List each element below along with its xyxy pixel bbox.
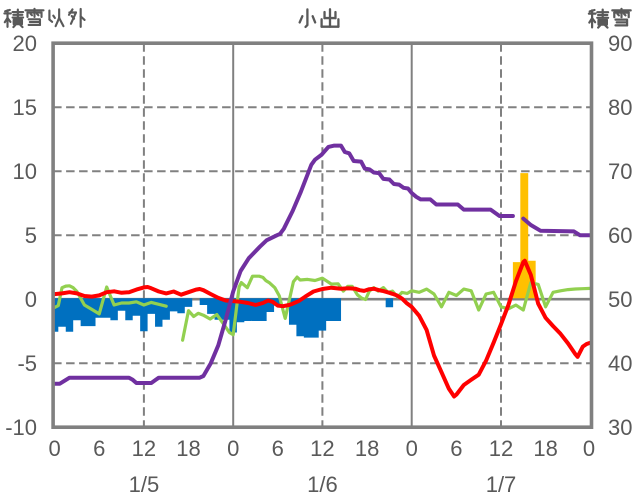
svg-text:0: 0 bbox=[227, 436, 239, 461]
svg-text:12: 12 bbox=[132, 436, 156, 461]
svg-text:80: 80 bbox=[608, 95, 632, 120]
svg-text:1/5: 1/5 bbox=[129, 472, 160, 497]
svg-text:20: 20 bbox=[13, 31, 37, 56]
svg-text:30: 30 bbox=[608, 415, 632, 440]
svg-text:5: 5 bbox=[25, 223, 37, 248]
svg-text:18: 18 bbox=[176, 436, 200, 461]
svg-text:1/6: 1/6 bbox=[307, 472, 338, 497]
svg-text:-5: -5 bbox=[17, 351, 37, 376]
svg-text:50: 50 bbox=[608, 287, 632, 312]
svg-text:40: 40 bbox=[608, 351, 632, 376]
svg-text:-10: -10 bbox=[5, 415, 37, 440]
svg-text:0: 0 bbox=[406, 436, 418, 461]
svg-text:90: 90 bbox=[608, 31, 632, 56]
svg-text:12: 12 bbox=[489, 436, 513, 461]
svg-text:70: 70 bbox=[608, 159, 632, 184]
svg-text:0: 0 bbox=[48, 436, 60, 461]
svg-text:1/7: 1/7 bbox=[486, 472, 517, 497]
svg-text:0: 0 bbox=[25, 287, 37, 312]
svg-text:12: 12 bbox=[310, 436, 334, 461]
svg-text:18: 18 bbox=[533, 436, 557, 461]
svg-text:60: 60 bbox=[608, 223, 632, 248]
svg-text:6: 6 bbox=[93, 436, 105, 461]
svg-text:10: 10 bbox=[13, 159, 37, 184]
svg-text:15: 15 bbox=[13, 95, 37, 120]
svg-text:6: 6 bbox=[450, 436, 462, 461]
svg-text:0: 0 bbox=[583, 436, 595, 461]
svg-text:18: 18 bbox=[355, 436, 379, 461]
svg-text:6: 6 bbox=[272, 436, 284, 461]
